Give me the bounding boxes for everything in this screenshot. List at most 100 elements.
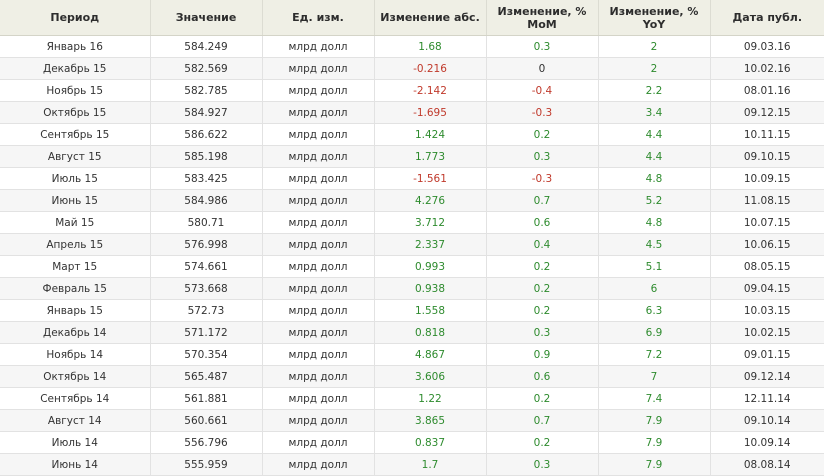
cell-publish-date: 09.12.14 [710,365,824,388]
cell-period: Май 15 [0,211,151,234]
cell-unit: млрд долл [262,35,375,58]
table-row: Ноябрь 15 582.785 млрд долл -2.142 -0.4 2.2 08… [0,79,824,102]
table-row: Декабрь 14 571.172 млрд долл 0.818 0.3 6.9 10.… [0,321,824,344]
cell-change-mom: 0 [486,57,599,80]
cell-period: Июль 14 [0,431,151,454]
cell-value: 572.73 [150,299,263,322]
cell-value: 565.487 [150,365,263,388]
table-row: Сентябрь 14 561.881 млрд долл 1.22 0.2 7.4 12.… [0,387,824,410]
cell-unit: млрд долл [262,123,375,146]
cell-change-abs: 3.865 [374,409,487,432]
cell-period: Июль 15 [0,167,151,190]
cell-period: Июнь 15 [0,189,151,212]
cell-publish-date: 09.01.15 [710,343,824,366]
cell-change-abs: 1.424 [374,123,487,146]
cell-change-abs: 0.993 [374,255,487,278]
table-row: Июнь 14 555.959 млрд долл 1.7 0.3 7.9 08.08.14 [0,453,824,476]
cell-change-yoy: 6.3 [598,299,711,322]
cell-publish-date: 10.06.15 [710,233,824,256]
cell-period: Октябрь 14 [0,365,151,388]
cell-publish-date: 10.02.15 [710,321,824,344]
cell-change-abs: 1.68 [374,35,487,58]
cell-publish-date: 08.01.16 [710,79,824,102]
header-publish-date[interactable]: Дата публ. [710,0,824,36]
header-change-yoy[interactable]: Изменение, % YoY [598,0,711,36]
header-change-abs[interactable]: Изменение абс. [374,0,487,36]
cell-period: Апрель 15 [0,233,151,256]
cell-unit: млрд долл [262,365,375,388]
cell-value: 584.927 [150,101,263,124]
table-row: Май 15 580.71 млрд долл 3.712 0.6 4.8 10.07.15 [0,211,824,234]
cell-unit: млрд долл [262,189,375,212]
cell-publish-date: 08.08.14 [710,453,824,476]
cell-change-abs: 4.276 [374,189,487,212]
cell-change-yoy: 7.9 [598,453,711,476]
cell-change-yoy: 5.2 [598,189,711,212]
cell-period: Февраль 15 [0,277,151,300]
cell-change-mom: 0.4 [486,233,599,256]
table-row: Ноябрь 14 570.354 млрд долл 4.867 0.9 7.2 09.0… [0,343,824,366]
cell-period: Август 14 [0,409,151,432]
cell-change-yoy: 2.2 [598,79,711,102]
cell-change-abs: 1.7 [374,453,487,476]
cell-change-mom: 0.2 [486,123,599,146]
cell-change-mom: -0.3 [486,101,599,124]
cell-value: 573.668 [150,277,263,300]
cell-unit: млрд долл [262,453,375,476]
cell-change-abs: 0.818 [374,321,487,344]
cell-unit: млрд долл [262,277,375,300]
cell-change-mom: 0.7 [486,409,599,432]
cell-change-abs: 2.337 [374,233,487,256]
cell-change-mom: 0.2 [486,255,599,278]
cell-value: 586.622 [150,123,263,146]
cell-change-yoy: 2 [598,57,711,80]
cell-publish-date: 11.08.15 [710,189,824,212]
cell-change-mom: -0.3 [486,167,599,190]
cell-publish-date: 08.05.15 [710,255,824,278]
table-row: Март 15 574.661 млрд долл 0.993 0.2 5.1 08.05.… [0,255,824,278]
cell-change-abs: -1.695 [374,101,487,124]
cell-publish-date: 10.11.15 [710,123,824,146]
table-row: Август 15 585.198 млрд долл 1.773 0.3 4.4 09.1… [0,145,824,168]
cell-change-yoy: 7.9 [598,431,711,454]
cell-change-mom: 0.3 [486,145,599,168]
table-row: Декабрь 15 582.569 млрд долл -0.216 0 2 10.02.… [0,57,824,80]
cell-value: 570.354 [150,343,263,366]
cell-change-abs: 3.606 [374,365,487,388]
cell-value: 574.661 [150,255,263,278]
cell-period: Октябрь 15 [0,101,151,124]
cell-value: 571.172 [150,321,263,344]
cell-change-yoy: 6 [598,277,711,300]
cell-value: 576.998 [150,233,263,256]
cell-publish-date: 09.04.15 [710,277,824,300]
cell-change-mom: -0.4 [486,79,599,102]
cell-change-yoy: 4.8 [598,167,711,190]
header-unit[interactable]: Ед. изм. [262,0,375,36]
cell-publish-date: 09.03.16 [710,35,824,58]
cell-change-mom: 0.2 [486,431,599,454]
cell-change-yoy: 7.4 [598,387,711,410]
cell-period: Сентябрь 15 [0,123,151,146]
cell-period: Ноябрь 14 [0,343,151,366]
header-row: Период Значение Ед. изм. Изменение абс. … [0,0,824,36]
cell-period: Январь 16 [0,35,151,58]
cell-value: 561.881 [150,387,263,410]
cell-period: Сентябрь 14 [0,387,151,410]
cell-change-yoy: 3.4 [598,101,711,124]
cell-unit: млрд долл [262,211,375,234]
cell-value: 582.785 [150,79,263,102]
cell-change-mom: 0.9 [486,343,599,366]
cell-change-abs: 0.837 [374,431,487,454]
cell-value: 582.569 [150,57,263,80]
cell-unit: млрд долл [262,233,375,256]
cell-unit: млрд долл [262,79,375,102]
header-change-mom[interactable]: Изменение, % MoM [486,0,599,36]
header-value[interactable]: Значение [150,0,263,36]
cell-period: Март 15 [0,255,151,278]
cell-publish-date: 10.07.15 [710,211,824,234]
header-period[interactable]: Период [0,0,151,36]
cell-value: 580.71 [150,211,263,234]
cell-period: Декабрь 15 [0,57,151,80]
cell-change-mom: 0.6 [486,365,599,388]
cell-change-abs: 1.558 [374,299,487,322]
